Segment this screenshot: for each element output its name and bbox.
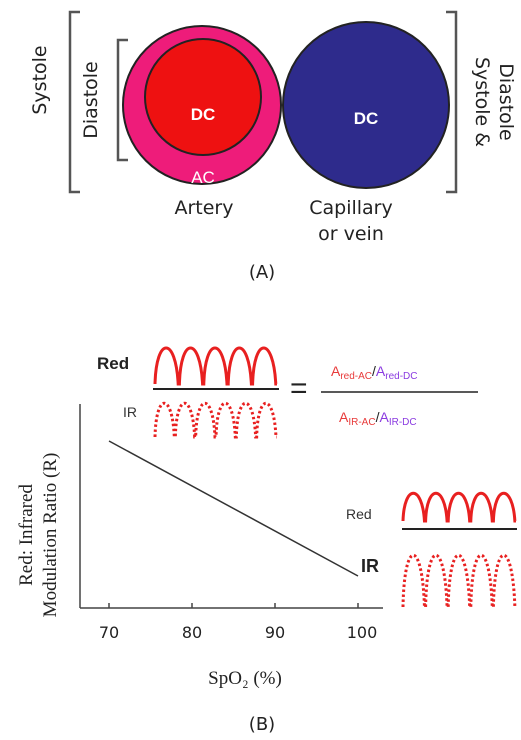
top-red-label: Red (97, 354, 129, 373)
y-axis-label-line1: Red: Infrared (16, 484, 37, 586)
artery-inner-circle (144, 38, 262, 156)
vein-circle (282, 21, 450, 189)
panel-b-label: (B) (249, 714, 275, 735)
systole-label: Systole (29, 45, 51, 114)
capillary-label-line2: or vein (318, 223, 384, 245)
capillary-label-line1: Capillary (309, 197, 393, 219)
systole-bracket-left (68, 10, 80, 194)
top-red-waveform (153, 346, 278, 386)
artery-label: Artery (174, 197, 233, 219)
vein-dc-label: DC (354, 109, 379, 128)
bottom-red-waveform (401, 491, 517, 523)
bottom-ir-waveform (401, 554, 517, 609)
bottom-red-label: Red (346, 506, 372, 522)
x-tick-label-80: 80 (182, 623, 202, 642)
diastole-label: Diastole (80, 61, 102, 139)
systole-diastole-label-line1: Systole & (471, 57, 493, 147)
formula-numerator: Ared-AC/Ared-DC (331, 363, 418, 382)
diastole-bracket-left (116, 38, 128, 162)
x-tick-label-90: 90 (265, 623, 285, 642)
calibration-line (108, 440, 359, 577)
panel-a: Systole Diastole DC AC DC Systole & Dias… (29, 10, 517, 283)
x-axis-label: SpO₂ (%) (208, 668, 282, 689)
top-ir-label: IR (123, 404, 137, 420)
equals-sign: = (290, 372, 308, 405)
x-tick-label-70: 70 (99, 623, 119, 642)
systole-diastole-label-line2: Diastole (495, 63, 517, 141)
y-axis-label-line2: Modulation Ratio (R) (40, 453, 61, 618)
x-tick-label-100: 100 (347, 623, 378, 642)
top-ir-waveform (153, 402, 278, 439)
artery-ac-label: AC (191, 168, 215, 187)
systole-diastole-bracket-right (446, 10, 458, 194)
formula-denominator: AIR-AC/AIR-DC (339, 409, 417, 428)
panel-a-label: (A) (249, 262, 275, 283)
artery-dc-label: DC (191, 105, 216, 124)
bottom-ir-label: IR (361, 556, 379, 576)
panel-b: Red IR = Ared-AC/Ared-DC AIR-AC/AIR-DC R… (16, 346, 517, 735)
